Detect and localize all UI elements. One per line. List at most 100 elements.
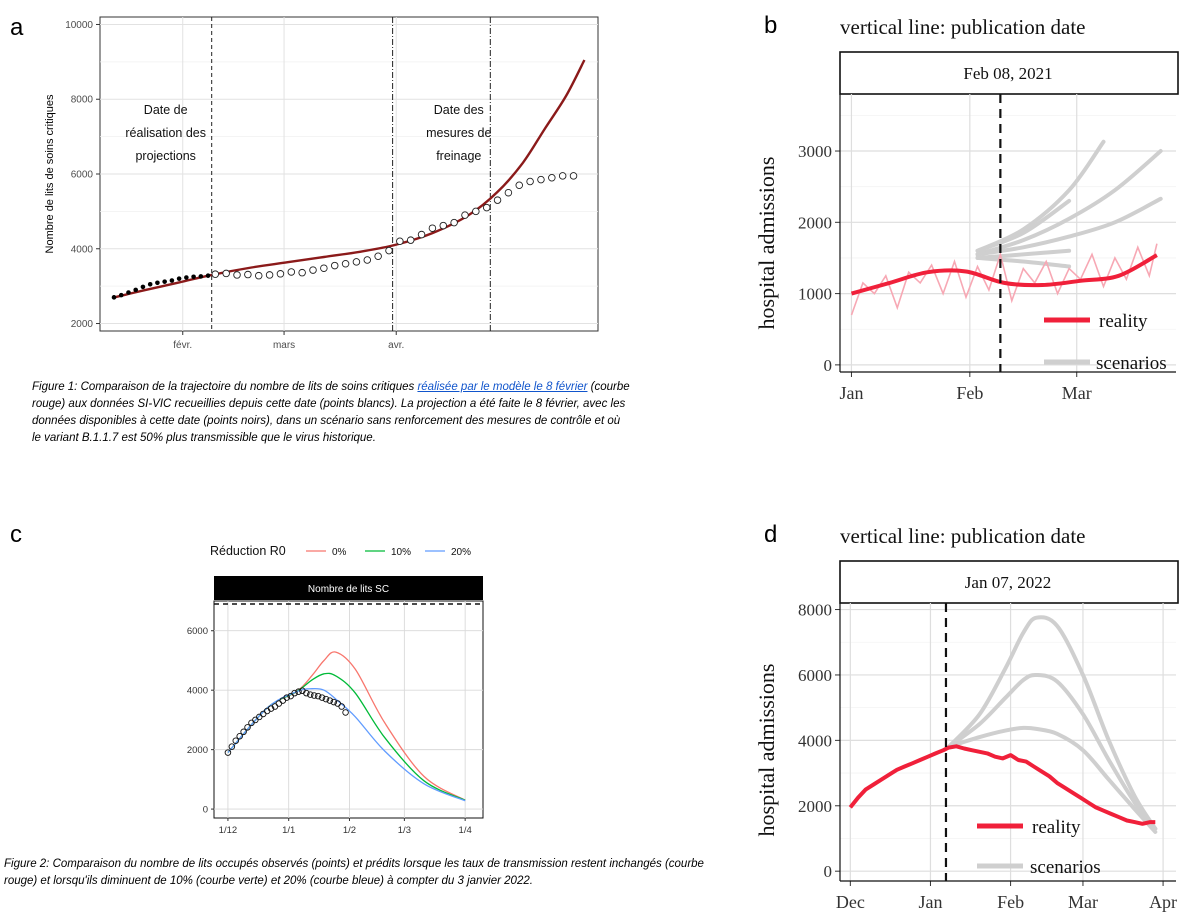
- figure-1-caption: Figure 1: Comparaison de la trajectoire …: [32, 379, 632, 447]
- y-tick-label: 8000: [71, 95, 94, 106]
- observed-point-open: [450, 218, 458, 227]
- y-tick-label: 6000: [187, 626, 208, 637]
- observed-point-open: [330, 261, 339, 270]
- figure-1-caption-text-2: (courbe rouge) aux données SI-VIC recuei…: [32, 381, 630, 444]
- observed-point: [240, 728, 247, 736]
- chart-d: vertical line: publication date Jan 07, 2…: [754, 524, 1179, 912]
- scenario-line: [975, 198, 1072, 253]
- reality-line: [850, 253, 1158, 296]
- observed-point-open: [396, 237, 404, 246]
- observed-point: [326, 697, 334, 704]
- figure-1-caption-link[interactable]: réalisée par le modèle le 8 février: [417, 381, 588, 393]
- observed-point-filled: [176, 276, 182, 281]
- x-tick-label: Jan: [918, 892, 942, 912]
- y-axis-label: hospital admissions: [754, 157, 779, 330]
- observed-point-filled: [198, 274, 204, 279]
- observed-point-open: [428, 224, 437, 232]
- chart-title: vertical line: publication date: [840, 15, 1086, 39]
- strip-label: Jan 07, 2022: [965, 573, 1051, 592]
- observed-point-open: [482, 203, 491, 212]
- strip: [839, 560, 1179, 604]
- x-tick-label: févr.: [173, 340, 192, 351]
- observed-point-open: [244, 270, 252, 279]
- y-tick-label: 6000: [71, 170, 94, 181]
- observed-point: [224, 749, 232, 756]
- observed-point-open: [548, 173, 556, 182]
- observed-point: [267, 705, 275, 712]
- observed-point-open: [287, 268, 296, 276]
- observed-point-open: [526, 177, 534, 186]
- x-tick-label: Mar: [1068, 892, 1098, 912]
- observed-point-open: [254, 271, 263, 280]
- legend-label-reality: reality: [1032, 817, 1081, 838]
- observed-point-filled: [184, 275, 189, 280]
- y-tick-label: 0: [824, 862, 833, 881]
- scenario-line: [946, 725, 1158, 834]
- y-tick-label: 2000: [71, 319, 94, 330]
- scenario-line: [975, 149, 1163, 257]
- observed-point-open: [309, 266, 317, 274]
- strip-label: Feb 08, 2021: [963, 64, 1052, 83]
- observed-point: [307, 691, 314, 698]
- strip-label: Nombre de lits SC: [308, 584, 389, 595]
- x-tick-label: mars: [273, 340, 295, 351]
- legend-label-scenarios: scenarios: [1030, 857, 1101, 878]
- observed-point: [303, 689, 310, 697]
- observed-point: [244, 724, 251, 731]
- chart-title: vertical line: publication date: [840, 524, 1086, 548]
- x-tick-label: Feb: [956, 383, 983, 403]
- observed-point: [338, 703, 345, 710]
- observed-point-open: [558, 172, 567, 180]
- annotation-text: mesures de: [426, 126, 491, 140]
- figure-2-caption: Figure 2: Comparaison du nombre de lits …: [4, 858, 704, 887]
- y-axis-label: hospital admissions: [754, 664, 779, 837]
- observed-point-open: [515, 181, 524, 189]
- projection-line: [113, 59, 586, 299]
- observed-point-open: [222, 269, 230, 278]
- observed-point-filled: [205, 273, 211, 278]
- legend-title: Réduction R0: [210, 544, 286, 558]
- observed-point-filled: [111, 295, 117, 300]
- x-tick-label: Jan: [839, 383, 863, 403]
- observed-point-open: [341, 259, 350, 268]
- y-tick-label: 2000: [798, 797, 832, 816]
- observed-point-open: [374, 252, 382, 260]
- panel-letter-d: d: [764, 521, 778, 548]
- y-tick-label: 1000: [798, 285, 832, 304]
- scenario-line: [946, 615, 1158, 831]
- annotation-text: Date de: [144, 103, 188, 117]
- observed-point: [330, 698, 338, 706]
- scenario-line: [975, 196, 1163, 257]
- observed-point-filled: [162, 279, 167, 284]
- legend-label: 10%: [391, 547, 411, 558]
- x-tick-label: Mar: [1062, 383, 1092, 403]
- y-tick-label: 4000: [71, 244, 94, 255]
- observed-point-open: [276, 270, 285, 278]
- observed-point: [291, 689, 298, 697]
- observed-point-open: [363, 256, 372, 264]
- observed-point-open: [472, 207, 480, 216]
- observed-point-open: [320, 264, 328, 272]
- reality-line: [848, 744, 1156, 826]
- reality-daily-line: [850, 243, 1158, 316]
- legend-label-scenarios: scenarios: [1096, 353, 1167, 374]
- observed-point: [283, 694, 290, 701]
- x-tick-label: 1/3: [398, 825, 411, 836]
- panel-letter-a: a: [10, 14, 24, 41]
- observed-point-open: [211, 270, 220, 278]
- panel-letter-b: b: [764, 12, 778, 39]
- observed-point-open: [265, 271, 274, 279]
- observed-point-open: [493, 196, 502, 204]
- observed-point: [232, 737, 240, 744]
- observed-point-open: [461, 211, 469, 219]
- chart-c: Réduction R0 0% 10% 20% Nombre de lits SC 0 20…: [187, 544, 484, 836]
- x-tick-label: 1/1: [282, 825, 295, 836]
- y-tick-label: 2000: [187, 745, 208, 756]
- y-tick-label: 4000: [187, 686, 208, 697]
- y-tick-label: 4000: [798, 731, 832, 750]
- y-axis-label: Nombre de lits de soins critiques: [44, 94, 56, 253]
- observed-point: [295, 688, 302, 695]
- x-tick-label: 1/12: [219, 825, 238, 836]
- legend-label: 0%: [332, 547, 347, 558]
- observed-point-filled: [155, 280, 160, 286]
